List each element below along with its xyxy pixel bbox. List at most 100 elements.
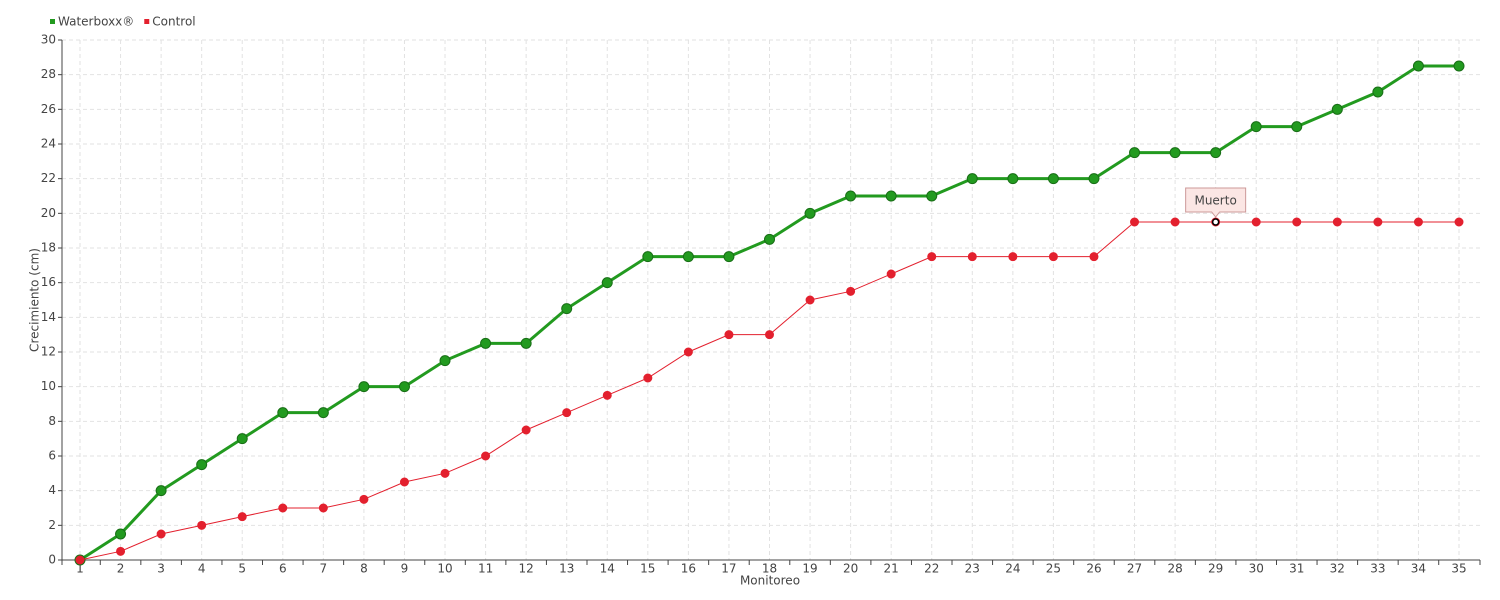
point: [1048, 252, 1058, 262]
legend-label: Control: [152, 15, 195, 29]
point: [1169, 147, 1181, 159]
x-tick-label: 9: [401, 562, 409, 576]
y-tick-label: 28: [41, 67, 56, 81]
point: [155, 485, 167, 497]
point: [601, 277, 613, 289]
annotation-point: [1211, 218, 1220, 226]
point: [1210, 147, 1222, 159]
y-tick-label: 12: [41, 345, 56, 359]
y-tick-label: 10: [41, 379, 56, 393]
point: [1331, 103, 1343, 115]
x-axis-label: Monitoreo: [740, 574, 800, 588]
x-tick-label: 7: [320, 562, 328, 576]
point: [318, 503, 328, 513]
point: [562, 408, 572, 418]
point: [765, 330, 774, 340]
x-tick-label: 14: [600, 562, 615, 576]
point: [399, 477, 409, 487]
point: [926, 190, 938, 202]
x-tick-label: 29: [1208, 562, 1223, 576]
point: [196, 459, 208, 471]
x-tick-label: 34: [1411, 562, 1426, 576]
point: [358, 381, 370, 393]
x-tick-label: 33: [1370, 562, 1385, 576]
x-tick-label: 32: [1330, 562, 1345, 576]
x-tick-label: 10: [437, 562, 452, 576]
point: [520, 337, 532, 349]
point: [805, 295, 815, 305]
y-tick-label: 16: [41, 275, 56, 289]
point: [1413, 217, 1423, 227]
point: [845, 190, 857, 202]
x-tick-label: 11: [478, 562, 493, 576]
point: [846, 286, 856, 296]
point: [1170, 217, 1180, 227]
point: [1008, 252, 1018, 262]
point: [1047, 173, 1059, 185]
point: [642, 251, 654, 263]
point: [1130, 217, 1140, 227]
y-tick-label: 2: [48, 518, 56, 532]
point: [683, 347, 693, 357]
point: [1372, 86, 1384, 98]
point: [1129, 147, 1141, 159]
point: [116, 546, 126, 556]
x-tick-label: 27: [1127, 562, 1142, 576]
point: [1089, 252, 1099, 262]
x-tick-label: 4: [198, 562, 206, 576]
x-tick-label: 31: [1289, 562, 1304, 576]
x-tick-label: 5: [238, 562, 246, 576]
x-tick-label: 16: [681, 562, 696, 576]
point: [317, 407, 329, 419]
x-tick-label: 3: [157, 562, 165, 576]
y-tick-label: 26: [41, 102, 56, 116]
point: [885, 190, 897, 202]
point: [561, 303, 573, 315]
point: [277, 407, 289, 419]
point: [197, 520, 207, 530]
legend-swatch: [144, 19, 150, 24]
x-tick-label: 25: [1046, 562, 1061, 576]
x-tick-label: 30: [1249, 562, 1264, 576]
x-tick-label: 26: [1086, 562, 1101, 576]
y-tick-label: 20: [41, 206, 56, 220]
point: [480, 337, 492, 349]
y-tick-label: 22: [41, 171, 56, 185]
point: [1454, 217, 1464, 227]
legend-swatch: [50, 19, 55, 24]
x-tick-label: 12: [519, 562, 534, 576]
x-tick-label: 2: [117, 562, 125, 576]
y-tick-label: 24: [41, 137, 56, 151]
annotation-box: [1185, 187, 1247, 218]
point: [724, 330, 734, 340]
point: [643, 373, 653, 383]
x-tick-label: 19: [802, 562, 817, 576]
point: [1250, 121, 1262, 133]
point: [115, 528, 127, 540]
point: [966, 173, 978, 185]
x-tick-label: 6: [279, 562, 287, 576]
y-tick-label: 4: [48, 483, 56, 497]
point: [359, 494, 369, 504]
x-tick-label: 35: [1451, 562, 1466, 576]
x-tick-label: 1: [76, 562, 84, 576]
point: [886, 269, 896, 279]
point: [967, 252, 977, 262]
legend-label: Waterboxx®: [58, 15, 134, 29]
y-tick-label: 0: [48, 553, 56, 567]
x-tick-label: 18: [762, 562, 777, 576]
x-tick-label: 21: [884, 562, 899, 576]
x-tick-label: 15: [640, 562, 655, 576]
y-tick-label: 18: [41, 241, 56, 255]
point: [804, 207, 816, 219]
point: [1292, 217, 1302, 227]
point: [682, 251, 694, 263]
x-tick-label: 8: [360, 562, 368, 576]
point: [927, 252, 937, 262]
y-tick-label: 30: [41, 33, 56, 47]
x-tick-label: 13: [559, 562, 574, 576]
y-axis-label: Crecimiento (cm): [28, 248, 42, 352]
y-tick-label: 8: [48, 414, 56, 428]
point: [439, 355, 451, 367]
